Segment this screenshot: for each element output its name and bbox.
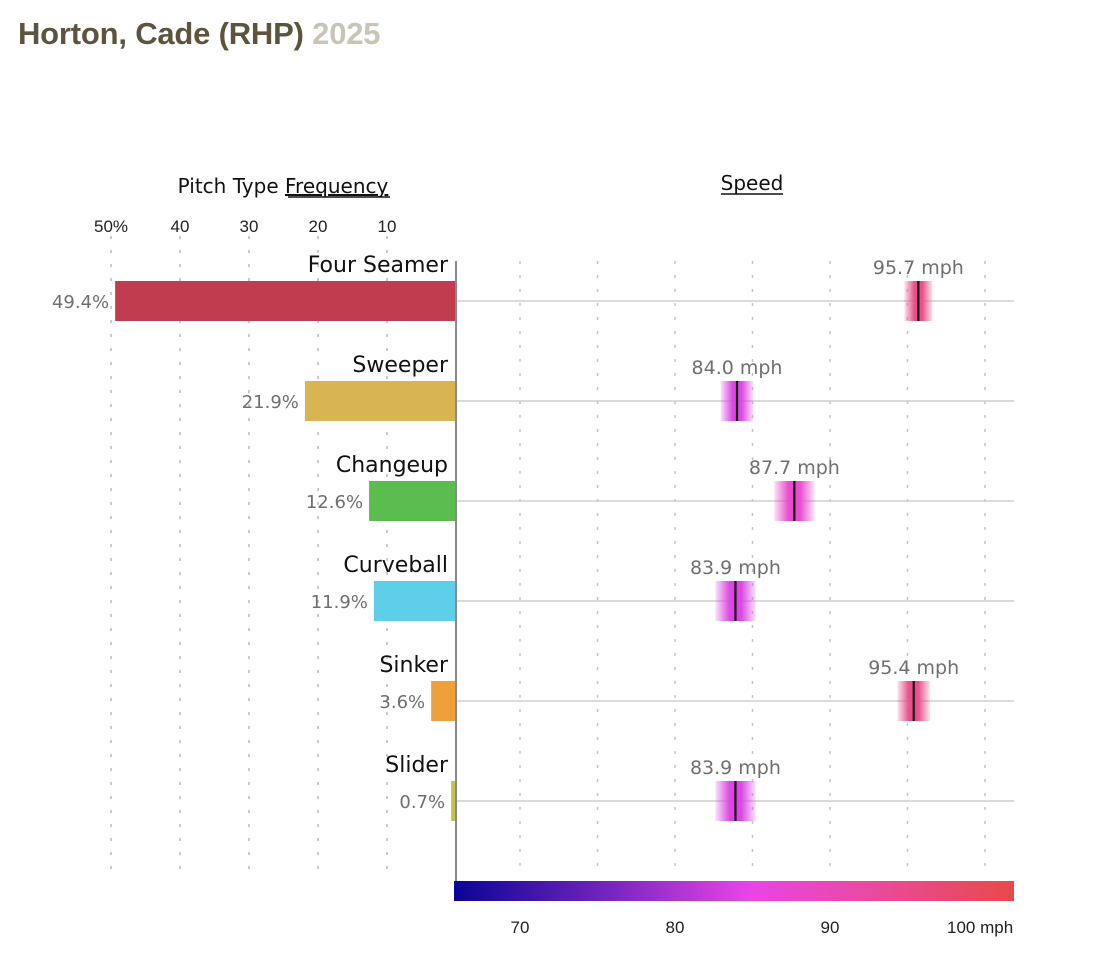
frequency-bar [115, 281, 456, 321]
speed-value-label: 95.4 mph [868, 657, 959, 679]
speed-tick-label: 80 [666, 918, 685, 937]
frequency-heading-prefix: Pitch Type [178, 174, 285, 198]
speed-value-label: 83.9 mph [690, 757, 781, 779]
frequency-heading: Pitch Type Frequency [178, 174, 389, 198]
frequency-tick-label: 40 [171, 217, 190, 236]
frequency-value-label: 0.7% [399, 792, 445, 813]
chart-title: Horton, Cade (RHP) 2025 [18, 16, 381, 52]
frequency-value-label: 49.4% [52, 292, 109, 313]
frequency-tick-label: 50% [94, 217, 128, 236]
frequency-bar [431, 681, 456, 721]
speed-marks: 95.7 mph 84.0 mph 87.7 mph 83.9 mph 95.4 mph… [690, 257, 964, 821]
speed-tick-label: 90 [821, 918, 840, 937]
pitch-name-label: Four Seamer [308, 253, 449, 278]
season-year: 2025 [312, 16, 381, 51]
speed-value-label: 84.0 mph [692, 357, 783, 379]
frequency-bar [369, 481, 456, 521]
speed-heading[interactable]: Speed [721, 171, 784, 195]
speed-value-label: 95.7 mph [873, 257, 964, 279]
speed-tick-labels: 70 80 90 100 mph [511, 918, 1014, 937]
pitch-name-label: Sinker [379, 653, 449, 678]
frequency-value-label: 11.9% [311, 592, 368, 613]
frequency-heading-link[interactable]: Frequency [285, 174, 388, 198]
frequency-value-label: 21.9% [242, 392, 299, 413]
frequency-value-label: 3.6% [379, 692, 425, 713]
pitch-name-label: Slider [385, 753, 449, 778]
speed-tick-label: 100 mph [947, 918, 1013, 937]
frequency-bar [373, 581, 456, 621]
pitch-name-label: Sweeper [352, 353, 449, 378]
pitch-name-label: Curveball [343, 553, 448, 578]
speed-value-label: 87.7 mph [749, 457, 840, 479]
pitch-name-label: Changeup [336, 453, 448, 478]
frequency-tick-label: 30 [240, 217, 259, 236]
speed-color-scale [454, 881, 1014, 901]
frequency-tick-labels: 50% 40 30 20 10 [94, 217, 396, 236]
frequency-bar [304, 381, 456, 421]
speed-value-label: 83.9 mph [690, 557, 781, 579]
frequency-bars: Four Seamer 49.4% Sweeper 21.9% Changeup 12.6… [52, 253, 456, 821]
player-name: Horton, Cade (RHP) [18, 16, 304, 51]
speed-tick-label: 70 [511, 918, 530, 937]
frequency-bar [451, 781, 456, 821]
frequency-tick-label: 20 [309, 217, 328, 236]
frequency-value-label: 12.6% [306, 492, 363, 513]
frequency-gridlines [110, 236, 388, 876]
frequency-tick-label: 10 [378, 217, 397, 236]
